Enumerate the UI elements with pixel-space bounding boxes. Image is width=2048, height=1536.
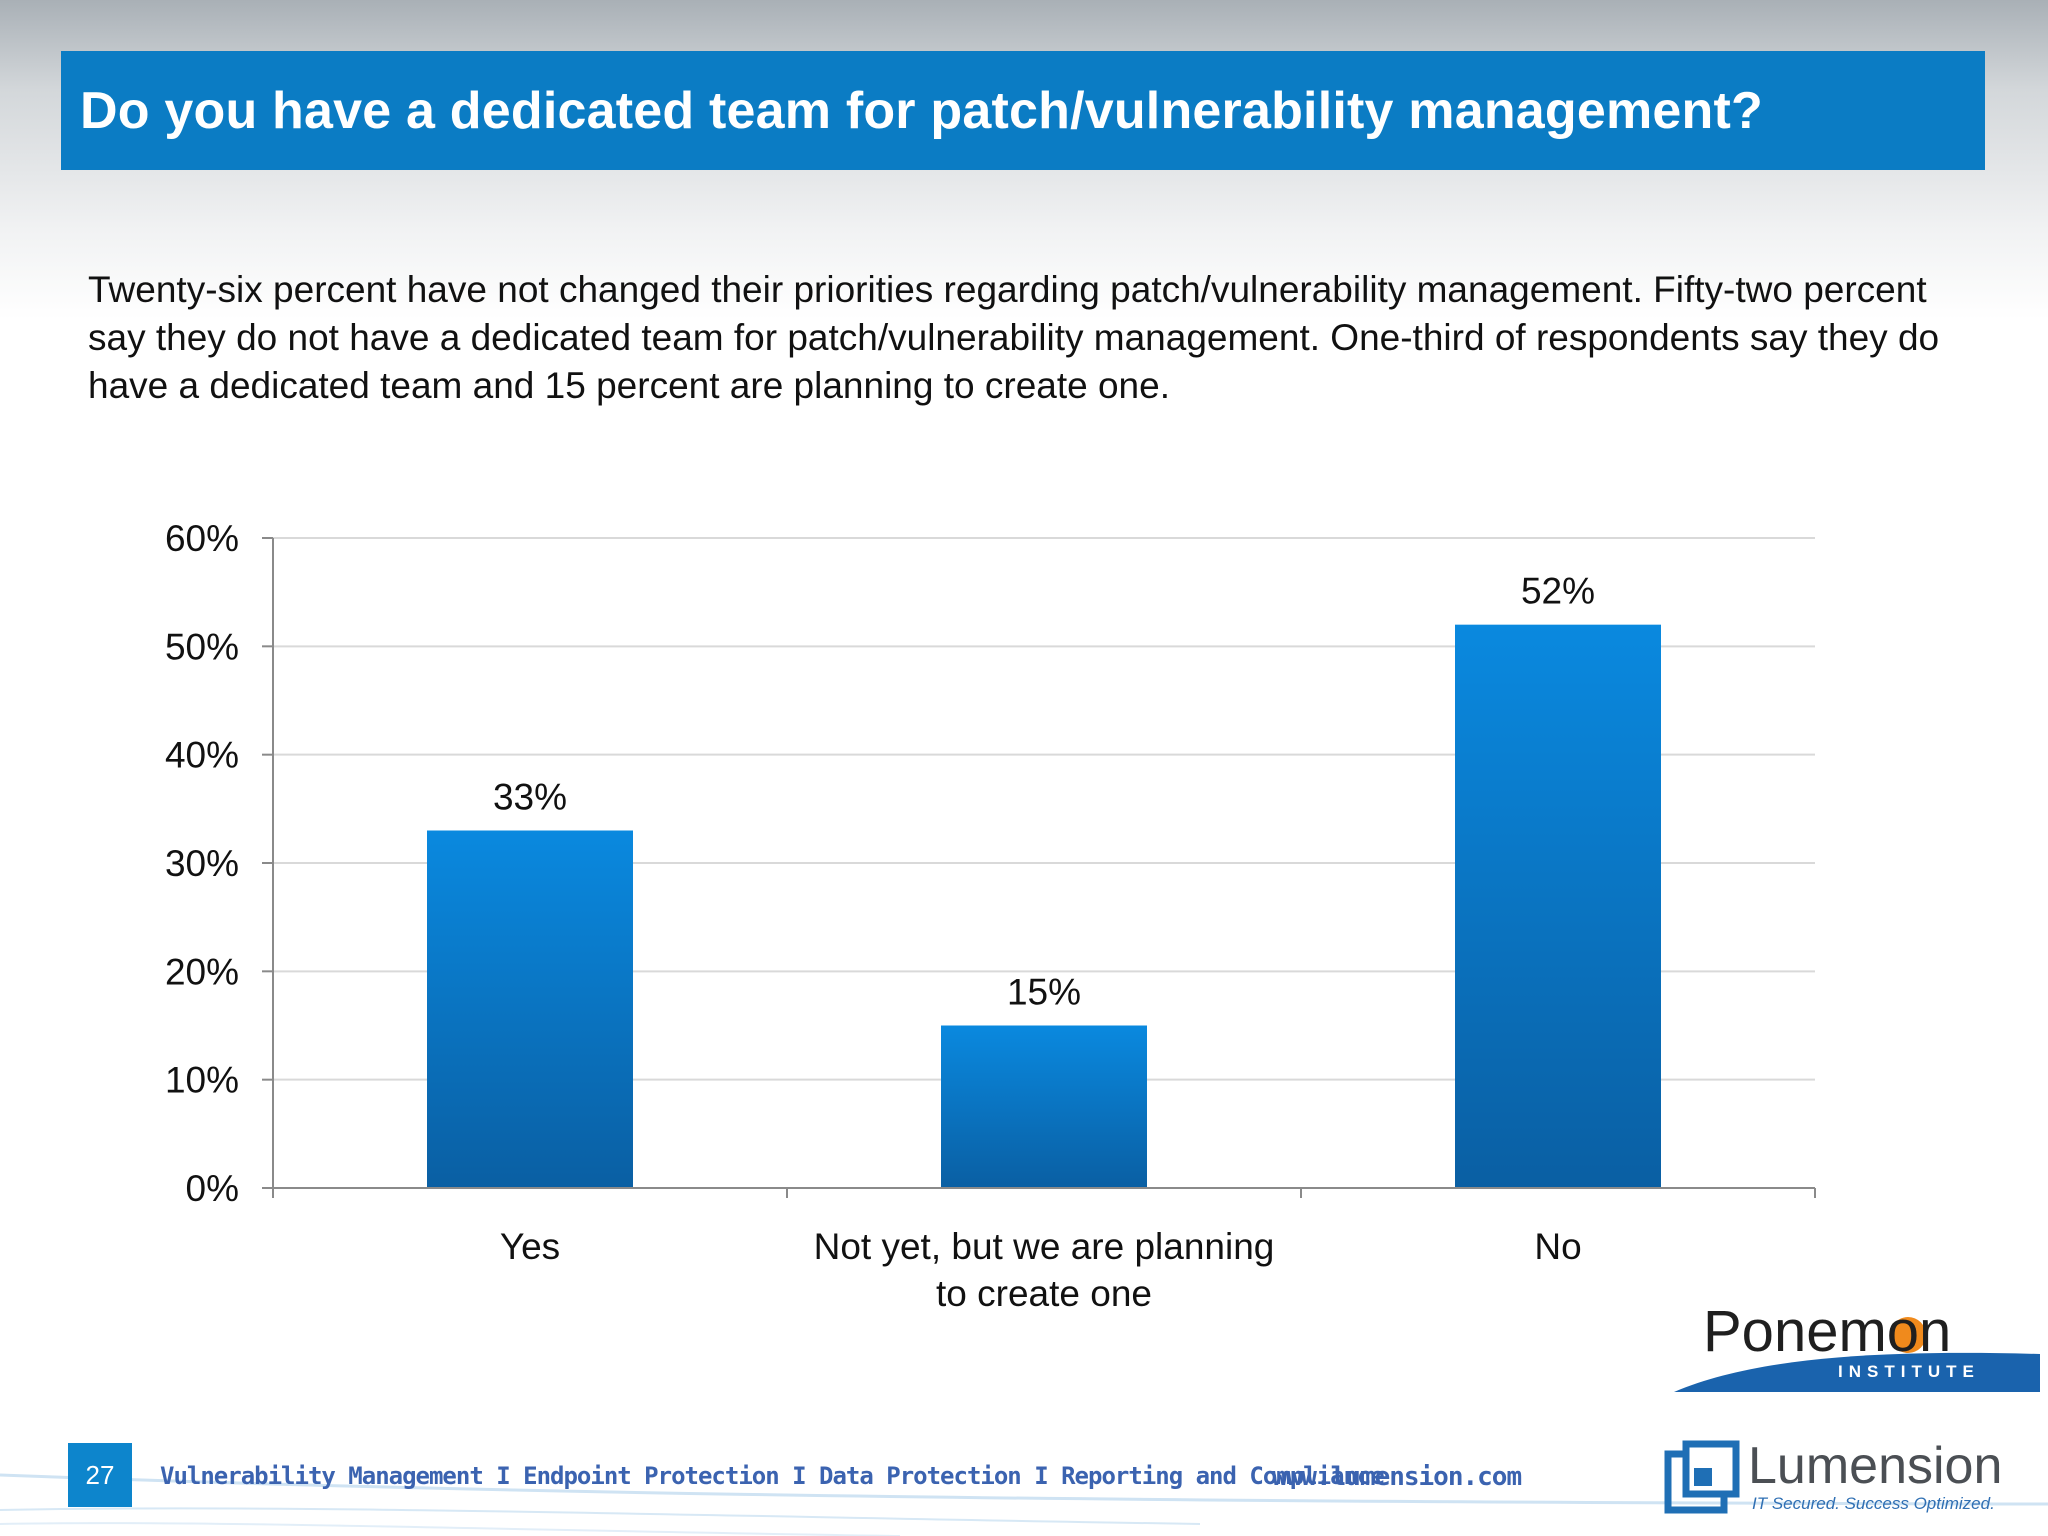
bars — [427, 624, 1661, 1188]
lumension-logo: Lumension IT Secured. Success Optimized. — [1660, 1436, 2040, 1526]
lumension-logo-text: Lumension — [1748, 1437, 2003, 1495]
bar — [427, 830, 633, 1188]
footer-swoosh — [0, 1473, 2048, 1536]
ponemon-logo-subtext: INSTITUTE — [1838, 1362, 1980, 1381]
y-tick-label: 20% — [165, 951, 239, 992]
y-tick-label: 30% — [165, 843, 239, 884]
ponemon-logo: Ponemon INSTITUTE — [1668, 1298, 2044, 1398]
ponemon-logo-text: Ponemon — [1703, 1299, 1952, 1364]
bar-value-label: 52% — [1521, 571, 1595, 612]
bar — [1455, 624, 1661, 1188]
slide-title: Do you have a dedicated team for patch/v… — [80, 81, 1763, 140]
x-category-label: to create one — [936, 1273, 1152, 1314]
bar — [941, 1025, 1147, 1188]
bar-value-label: 33% — [493, 777, 567, 818]
x-category-label: Not yet, but we are planning — [814, 1226, 1275, 1267]
y-tick-label: 50% — [165, 626, 239, 667]
footer-links-text: Vulnerability Management I Endpoint Prot… — [160, 1462, 1385, 1490]
y-tick-label: 40% — [165, 735, 239, 776]
x-category-label: No — [1534, 1226, 1581, 1267]
bar-value-label: 15% — [1007, 972, 1081, 1013]
y-tick-label: 60% — [165, 518, 239, 559]
ponemon-swoosh-icon — [1674, 1317, 2040, 1392]
title-bar: Do you have a dedicated team for patch/v… — [61, 51, 1985, 170]
slide-body-text: Twenty-six percent have not changed thei… — [88, 269, 1940, 406]
footer-url: www.lumension.com — [1272, 1462, 1522, 1492]
labels: 0% 10% 20% 30% 40% 50% 60% 33% Yes 15% Not yet, bu… — [165, 518, 1595, 1314]
axes — [262, 537, 1816, 1198]
x-category-label: Yes — [500, 1226, 560, 1267]
y-tick-label: 10% — [165, 1060, 239, 1101]
page-number-badge: 27 — [68, 1443, 132, 1507]
bar-chart: 0% 10% 20% 30% 40% 50% 60% 33% Yes 15% Not yet, bu… — [165, 518, 1816, 1314]
lumension-square-icon — [1664, 1440, 1740, 1514]
lumension-tagline: IT Secured. Success Optimized. — [1752, 1494, 1995, 1513]
y-tick-label: 0% — [186, 1168, 239, 1209]
